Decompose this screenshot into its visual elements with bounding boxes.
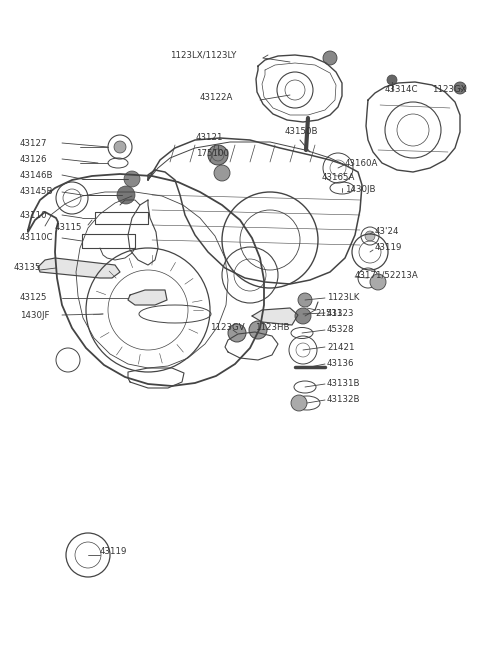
Text: 175100: 175100 (196, 148, 229, 158)
Circle shape (291, 395, 307, 411)
Text: 1123GV: 1123GV (210, 323, 245, 332)
Text: 43121: 43121 (196, 133, 224, 143)
Circle shape (365, 231, 375, 241)
Text: 43119: 43119 (375, 244, 402, 252)
Text: 43110: 43110 (20, 210, 48, 219)
Circle shape (117, 186, 135, 204)
Circle shape (323, 51, 337, 65)
Circle shape (228, 324, 246, 342)
Text: 1123HB: 1123HB (255, 323, 289, 332)
Text: 43115: 43115 (55, 223, 83, 233)
Text: 45328: 45328 (327, 325, 355, 334)
Circle shape (124, 171, 140, 187)
Text: 43126: 43126 (20, 154, 48, 164)
Text: 43127: 43127 (20, 139, 48, 148)
Text: 43314C: 43314C (385, 85, 419, 95)
Text: 43110C: 43110C (20, 233, 53, 242)
Text: 43160A: 43160A (345, 158, 378, 168)
Circle shape (387, 75, 397, 85)
Text: 43125: 43125 (20, 294, 48, 302)
Text: 43123: 43123 (327, 309, 355, 317)
Circle shape (298, 293, 312, 307)
Text: 1123LX/1123LY: 1123LX/1123LY (170, 51, 236, 60)
Text: 21421: 21421 (327, 342, 355, 351)
Text: 1430JB: 1430JB (345, 185, 375, 194)
Polygon shape (38, 258, 120, 278)
Polygon shape (128, 290, 167, 305)
Text: 43122A: 43122A (200, 93, 233, 101)
Circle shape (114, 141, 126, 153)
Text: 43165A: 43165A (322, 173, 355, 181)
Polygon shape (252, 308, 298, 325)
Circle shape (249, 321, 267, 339)
Text: 1123LK: 1123LK (327, 294, 360, 302)
Circle shape (454, 82, 466, 94)
Text: 43145B: 43145B (20, 187, 53, 196)
Circle shape (214, 165, 230, 181)
Circle shape (208, 145, 228, 165)
Circle shape (295, 308, 311, 324)
Text: 43150B: 43150B (285, 127, 319, 137)
Text: 43119: 43119 (100, 547, 127, 556)
Text: 43131B: 43131B (327, 380, 360, 388)
Text: 21513: 21513 (315, 309, 343, 317)
Text: 43146B: 43146B (20, 171, 53, 179)
Text: 43'24: 43'24 (375, 227, 399, 237)
Text: 43171/52213A: 43171/52213A (355, 271, 419, 279)
Text: 43135: 43135 (14, 263, 41, 273)
Text: 1430JF: 1430JF (20, 311, 49, 319)
Circle shape (370, 274, 386, 290)
Text: 43136: 43136 (327, 359, 355, 369)
Text: 43132B: 43132B (327, 396, 360, 405)
Text: 1123GX: 1123GX (432, 85, 467, 95)
